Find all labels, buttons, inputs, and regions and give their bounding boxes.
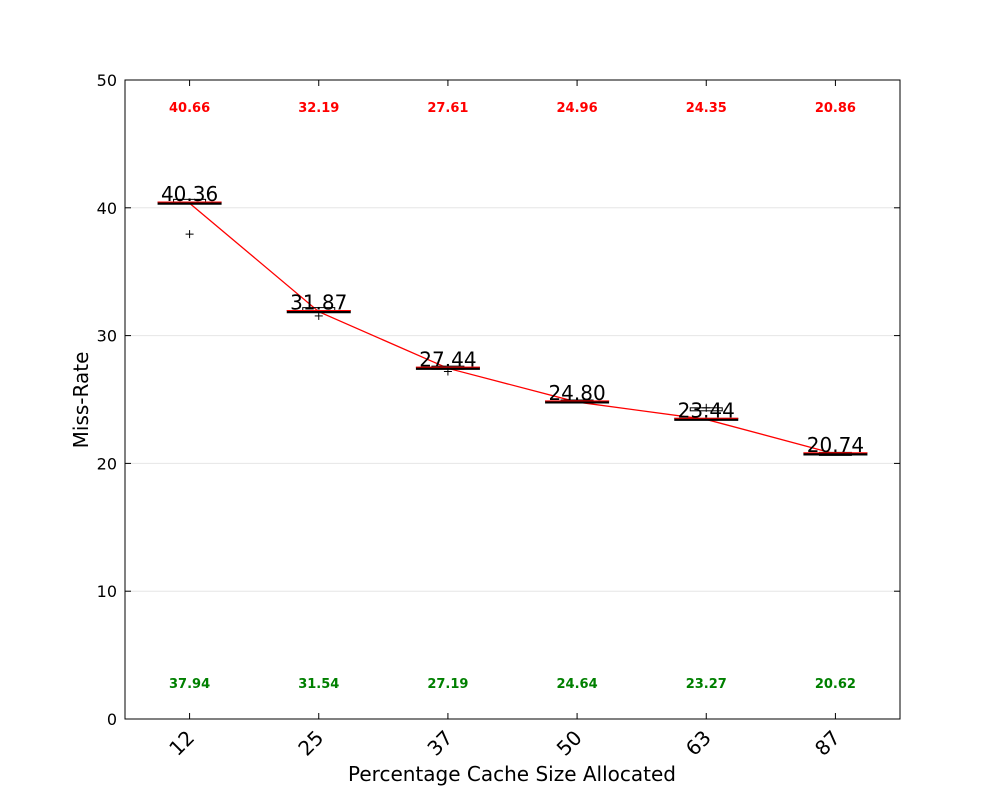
y-tick-label: 0 <box>107 710 117 729</box>
trend-line-group <box>189 202 836 455</box>
grid-lines <box>125 207 900 592</box>
y-tick-label: 50 <box>97 71 117 90</box>
outliers-group <box>185 230 711 412</box>
y-axis-label: Miss-Rate <box>69 352 93 449</box>
median-value-label: 24.80 <box>548 381 605 405</box>
max-value-label: 24.35 <box>686 101 727 116</box>
max-value-label: 32.19 <box>298 101 339 116</box>
min-value-label: 23.27 <box>686 677 727 692</box>
min-value-label: 27.19 <box>427 677 468 692</box>
median-value-label: 27.44 <box>419 347 476 371</box>
y-tick-label: 10 <box>97 582 117 601</box>
x-axis-label: Percentage Cache Size Allocated <box>348 762 676 786</box>
y-axis-ticks: 0 10 20 30 40 50 <box>97 71 900 729</box>
y-tick-label: 30 <box>97 327 117 346</box>
y-tick-label: 40 <box>97 199 117 218</box>
max-value-label: 27.61 <box>427 101 468 116</box>
min-value-label: 31.54 <box>298 677 339 692</box>
min-labels-group: 37.94 31.54 27.19 24.64 23.27 20.62 <box>169 677 856 692</box>
min-value-label: 37.94 <box>169 677 210 692</box>
y-tick-label: 20 <box>97 454 117 473</box>
median-value-label: 40.36 <box>161 182 218 206</box>
trend-line <box>189 202 836 455</box>
median-value-label: 20.74 <box>807 433 864 457</box>
max-labels-group: 40.66 32.19 27.61 24.96 24.35 20.86 <box>169 101 856 116</box>
max-value-label: 24.96 <box>557 101 598 116</box>
median-value-label: 31.87 <box>290 291 347 315</box>
max-value-label: 20.86 <box>815 101 856 116</box>
plot-area-frame <box>124 79 901 720</box>
max-value-label: 40.66 <box>169 101 210 116</box>
min-value-label: 20.62 <box>815 677 856 692</box>
min-value-label: 24.64 <box>557 677 598 692</box>
